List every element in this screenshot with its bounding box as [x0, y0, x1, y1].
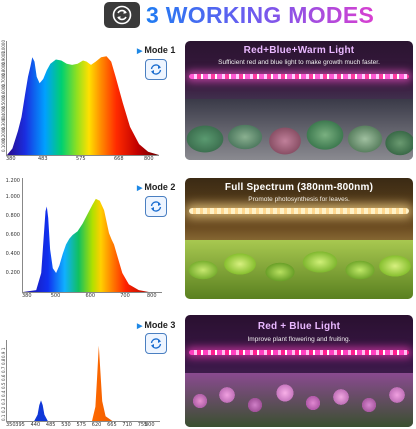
y-tick-label: 0.9	[1, 351, 6, 358]
y-tick-label: 0.200	[5, 270, 20, 276]
x-tick-label: 700	[120, 293, 130, 299]
mode-2-photo-panel: Full Spectrum (380nm-800nm) Promote phot…	[185, 178, 413, 299]
spectrum-area-mode-2	[23, 198, 162, 292]
spectrum-chart-mode-3	[6, 340, 160, 422]
x-tick-label: 800	[147, 293, 157, 299]
mode-1-photo-panel: Red+Blue+Warm Light Sufficient red and b…	[185, 41, 413, 160]
x-tick-label: 380	[22, 293, 32, 299]
x-tick-label: 575	[76, 156, 86, 162]
cycle-arrows-icon	[150, 201, 162, 212]
x-tick-label: 710	[122, 422, 132, 428]
y-tick-label: 1	[1, 347, 6, 350]
hydrangea-flowers-photo	[185, 373, 413, 427]
mode-3-panel-subtitle: Improve plant flowering and fruiting.	[247, 336, 351, 343]
succulent-plants-photo	[185, 99, 413, 160]
y-tick-label: 0.8	[1, 359, 6, 366]
y-tick-label: 1.000	[5, 194, 20, 200]
x-tick-label: 755	[137, 422, 148, 428]
y-tick-label: 0.2	[1, 406, 6, 414]
x-tick-label: 483	[38, 156, 48, 162]
x-tick-label: 800	[145, 422, 155, 428]
mode-1-panel-subtitle: Sufficient red and blue light to make gr…	[218, 59, 380, 66]
x-tick-label: 500	[50, 293, 61, 299]
leafy-greens-photo	[185, 240, 413, 299]
mode-2-label: ▶ Mode 2	[137, 182, 176, 192]
y-tick-label: 0.1	[1, 414, 6, 422]
led-strip	[189, 350, 409, 355]
x-tick-label: 380	[6, 156, 16, 162]
mode-1-switch-button[interactable]	[145, 59, 167, 80]
spectrum-area-mode-3	[7, 345, 160, 421]
mode-2-panel-subtitle: Promote photosynthesis for leaves.	[248, 196, 350, 203]
led-strip	[189, 74, 409, 79]
x-tick-label: 440	[30, 422, 41, 428]
x-tick-label: 620	[91, 422, 102, 428]
y-tick-label: 1.200	[5, 178, 20, 184]
mode-3-label: ▶ Mode 3	[137, 320, 176, 330]
mode-3-photo-panel: Red + Blue Light Improve plant flowering…	[185, 315, 413, 427]
x-tick-label: 350	[6, 422, 16, 428]
y-tick-label: 0.800	[5, 213, 20, 219]
mode-1-panel-title: Red+Blue+Warm Light	[243, 45, 355, 56]
spectrum-chart-mode-1	[6, 41, 159, 156]
spectrum-plot	[7, 56, 159, 155]
x-tick-label: 395	[15, 422, 25, 428]
y-tick-label: 0.3	[1, 398, 6, 406]
mode-3-switch-button[interactable]	[145, 333, 167, 354]
mode-2-panel-title: Full Spectrum (380nm-800nm)	[224, 182, 374, 193]
mode-switch-badge	[104, 2, 140, 28]
x-tick-label: 600	[85, 293, 96, 299]
y-tick-label: 0.400	[5, 251, 20, 257]
x-tick-label: 485	[45, 422, 56, 428]
y-tick-label: 0.1000	[1, 138, 6, 153]
x-tick-label: 530	[61, 422, 71, 428]
page-title: 3 WORKING MODES	[146, 2, 375, 28]
y-tick-label: 0.6	[1, 374, 6, 382]
spectrum-chart-mode-2	[22, 178, 162, 293]
spectrum-plot	[23, 198, 162, 292]
led-strip	[189, 208, 409, 214]
x-tick-label: 800	[144, 156, 154, 162]
cycle-arrows-icon	[150, 64, 162, 75]
x-tick-label: 668	[114, 156, 124, 162]
mode-1-label: ▶ Mode 1	[137, 45, 176, 55]
y-tick-label: 0.7	[1, 367, 6, 374]
spectrum-plot	[7, 345, 160, 421]
mode-2-switch-button[interactable]	[145, 196, 167, 217]
spectrum-area-mode-1	[7, 56, 159, 155]
cycle-arrows-icon	[112, 5, 132, 25]
y-tick-label: 0.600	[5, 232, 20, 238]
y-tick-label: 0.5	[1, 382, 6, 390]
y-tick-label: 0.4	[1, 390, 6, 398]
x-tick-label: 575	[76, 422, 87, 428]
cycle-arrows-icon	[150, 338, 162, 349]
mode-3-panel-title: Red + Blue Light	[257, 321, 341, 332]
x-tick-label: 665	[107, 422, 117, 428]
